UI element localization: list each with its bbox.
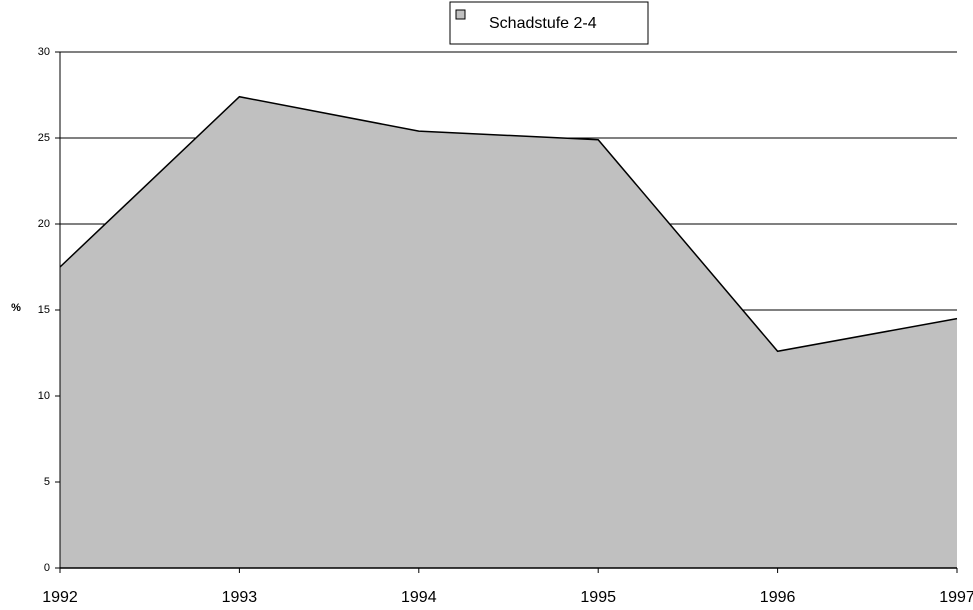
y-tick-label: 30	[38, 46, 50, 58]
area-outline	[59, 95, 958, 353]
x-tick-label: 1996	[760, 589, 796, 606]
area	[60, 96, 957, 568]
y-tick-label: 20	[38, 218, 50, 230]
x-tick-label: 1997	[939, 589, 973, 606]
x-tick-label: 1993	[222, 589, 258, 606]
y-tick-label: 15	[38, 304, 50, 316]
y-tick-label: 5	[44, 476, 50, 488]
y-axis-label: %	[11, 302, 21, 314]
y-tick-label: 0	[44, 562, 50, 574]
x-tick-label: 1995	[580, 589, 616, 606]
legend-box	[449, 1, 649, 45]
legend-marker	[455, 9, 466, 20]
x-tick-label: 1994	[401, 589, 437, 606]
x-tick-label: 1992	[42, 589, 78, 606]
y-tick-label: 10	[38, 390, 50, 402]
legend-label: Schadstufe 2-4	[489, 15, 597, 32]
y-tick-label: 25	[38, 132, 50, 144]
